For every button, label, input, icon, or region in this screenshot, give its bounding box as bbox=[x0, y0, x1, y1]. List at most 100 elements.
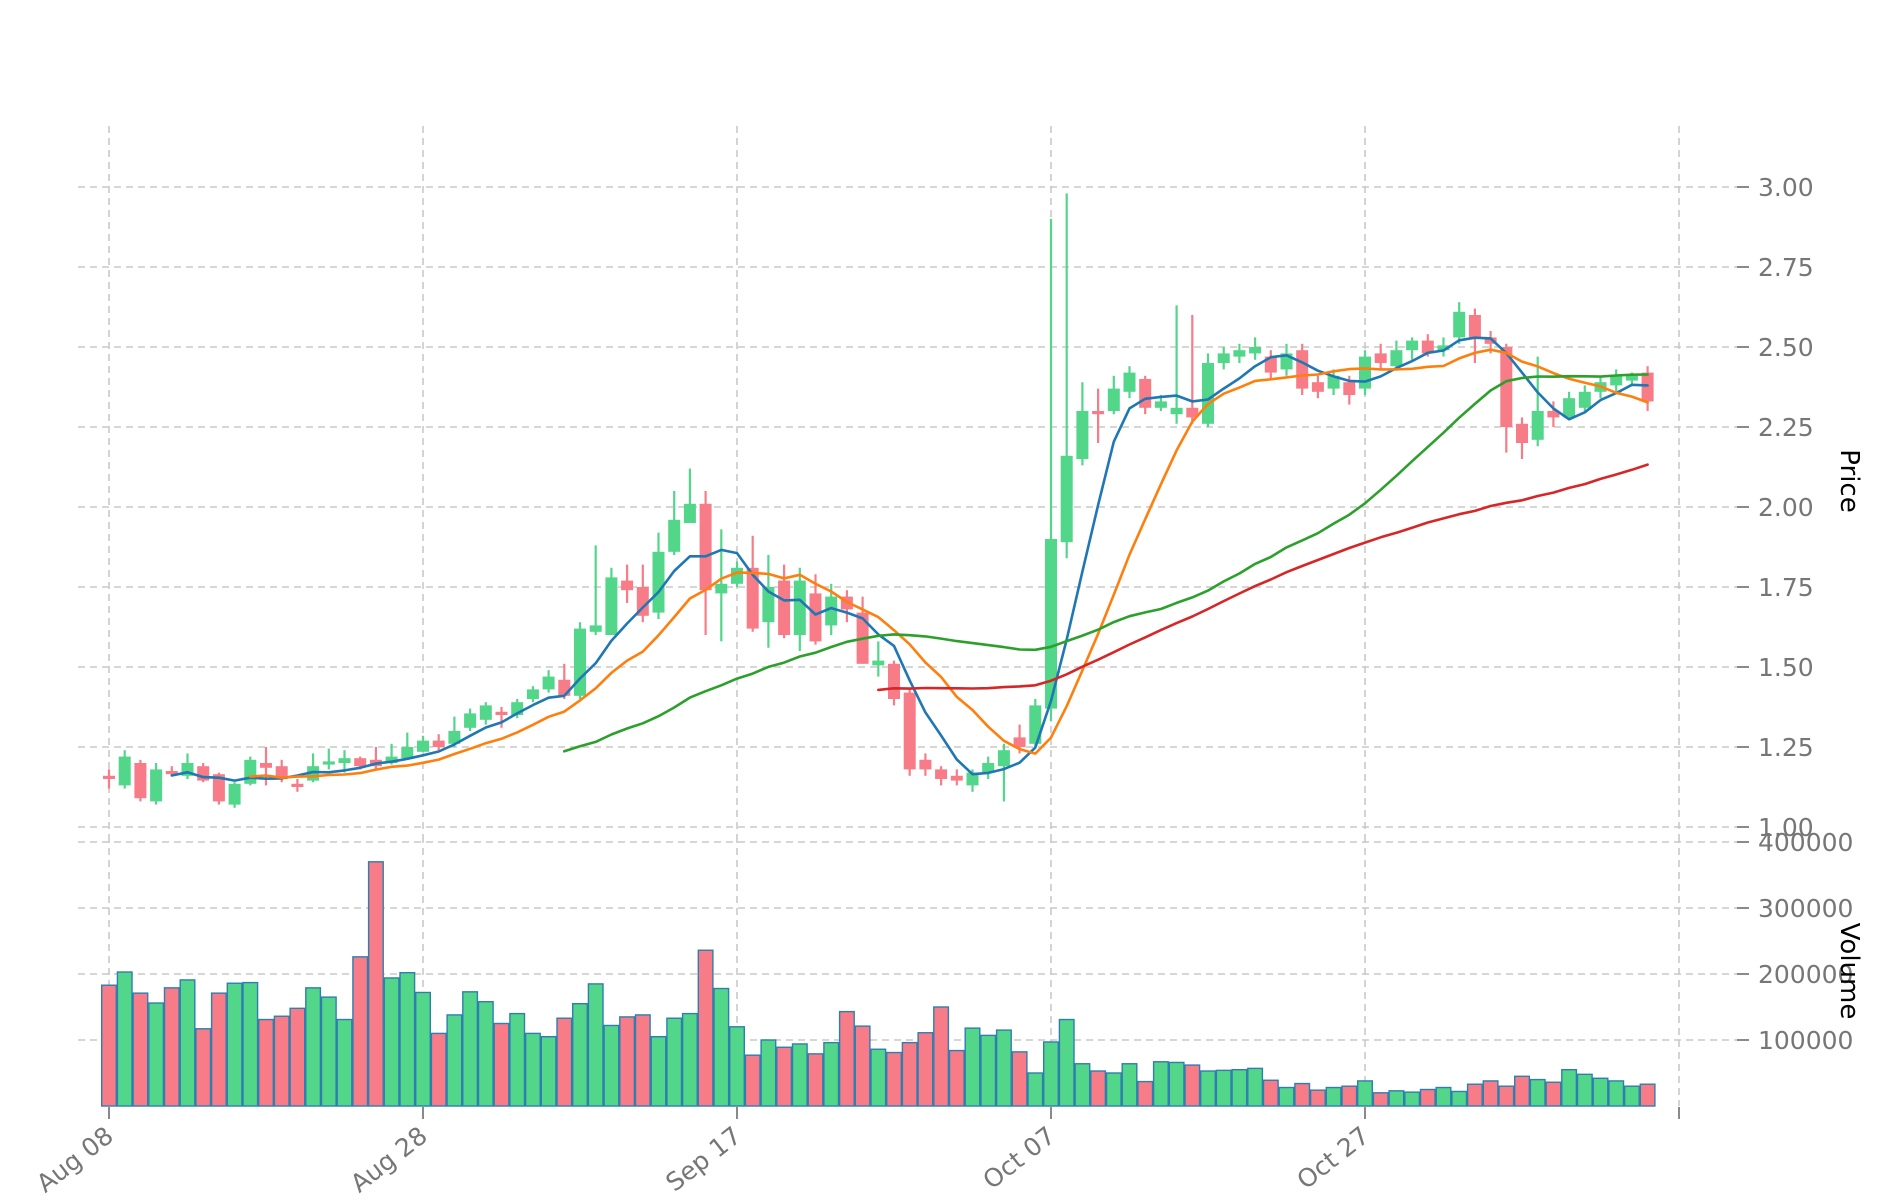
candle-body-up bbox=[605, 577, 618, 635]
candle-body-up bbox=[1563, 398, 1576, 418]
volume-bar bbox=[854, 1025, 871, 1107]
volume-bar bbox=[1466, 1083, 1483, 1107]
volume-bar bbox=[273, 1015, 290, 1107]
volume-bar bbox=[1011, 1051, 1028, 1107]
volume-bar bbox=[1372, 1092, 1389, 1107]
candle-body-down bbox=[165, 771, 178, 775]
candle-body-up bbox=[1390, 350, 1403, 367]
candle-body-down bbox=[621, 580, 634, 591]
volume-bar bbox=[1623, 1085, 1640, 1107]
candle-body-up bbox=[1107, 388, 1120, 411]
price-tick-label: 1.50 bbox=[1758, 653, 1814, 682]
candle-body-down bbox=[1139, 379, 1152, 408]
volume-bar bbox=[964, 1027, 981, 1107]
volume-axis-label: Volume bbox=[1834, 922, 1864, 1020]
volume-bar bbox=[1576, 1073, 1593, 1107]
volume-bar bbox=[383, 977, 400, 1107]
candle-body-up bbox=[731, 567, 743, 584]
volume-bar bbox=[619, 1016, 636, 1107]
volume-bar bbox=[776, 1046, 793, 1107]
volume-bar bbox=[195, 1028, 212, 1107]
volume-bar bbox=[917, 1032, 934, 1107]
volume-bar bbox=[540, 1035, 557, 1107]
candle-body-up bbox=[1359, 356, 1371, 389]
volume-bar bbox=[1074, 1063, 1091, 1107]
candle-body-down bbox=[699, 503, 712, 591]
candle-body-up bbox=[1610, 375, 1623, 386]
volume-bar bbox=[1058, 1018, 1075, 1107]
candle-body-up bbox=[793, 580, 806, 635]
volume-bar bbox=[823, 1041, 840, 1107]
volume-bar bbox=[1121, 1063, 1138, 1107]
volume-bar bbox=[1341, 1085, 1358, 1107]
volume-bar bbox=[729, 1026, 746, 1107]
volume-bar bbox=[713, 987, 730, 1107]
candle-body-up bbox=[228, 783, 241, 805]
ma-line-50 bbox=[876, 463, 1649, 692]
volume-bar bbox=[1419, 1088, 1436, 1107]
volume-bar bbox=[1168, 1061, 1185, 1107]
volume-bar bbox=[1592, 1077, 1609, 1107]
volume-bar bbox=[650, 1035, 667, 1107]
volume-bar bbox=[336, 1018, 353, 1107]
volume-bar bbox=[148, 1002, 165, 1107]
candle-body-down bbox=[1296, 350, 1309, 389]
volume-bar bbox=[1090, 1070, 1107, 1107]
candle-body-down bbox=[1468, 315, 1481, 338]
candle-body-down bbox=[888, 663, 900, 699]
candle-body-up bbox=[417, 740, 429, 752]
candle-body-down bbox=[1484, 337, 1497, 344]
volume-bar bbox=[1309, 1089, 1326, 1107]
volume-bar bbox=[1247, 1067, 1264, 1107]
volume-bar bbox=[1404, 1091, 1421, 1107]
volume-bar bbox=[1294, 1082, 1311, 1107]
candle-body-down bbox=[558, 679, 571, 696]
candle-body-up bbox=[1154, 401, 1167, 408]
candle-body-down bbox=[1092, 411, 1105, 415]
volume-bar bbox=[681, 1012, 698, 1107]
candle-body-down bbox=[935, 769, 948, 779]
volume-bar bbox=[462, 991, 479, 1107]
candle-body-down bbox=[275, 766, 288, 779]
volume-bar bbox=[556, 1017, 573, 1107]
price-tick-label: 1.25 bbox=[1758, 733, 1814, 762]
volume-bar bbox=[587, 983, 604, 1107]
candle-body-down bbox=[432, 740, 445, 747]
volume-bar bbox=[242, 981, 259, 1107]
candle-body-up bbox=[464, 713, 477, 728]
volume-bar bbox=[100, 984, 117, 1107]
price-tick-label: 3.00 bbox=[1758, 173, 1814, 202]
volume-bar bbox=[446, 1014, 463, 1107]
candle-body-up bbox=[244, 759, 257, 784]
gridlines bbox=[78, 126, 1737, 1106]
candle-body-up bbox=[589, 625, 602, 632]
volume-bar bbox=[980, 1034, 997, 1107]
candle-body-up bbox=[1578, 391, 1591, 408]
volume-tick-label: 100000 bbox=[1758, 1026, 1853, 1055]
candle-body-up bbox=[683, 503, 696, 523]
volume-bar bbox=[744, 1054, 761, 1107]
candle-body-up bbox=[1202, 363, 1214, 424]
candle-body-down bbox=[134, 763, 147, 799]
candle-body-down bbox=[354, 758, 367, 767]
candle-body-up bbox=[668, 519, 681, 552]
volume-bar bbox=[399, 971, 416, 1107]
candle-body-down bbox=[1374, 353, 1387, 363]
volume-bar bbox=[1325, 1086, 1342, 1107]
candle-body-up bbox=[401, 747, 414, 759]
candles bbox=[103, 193, 1654, 808]
candle-body-down bbox=[1641, 372, 1654, 402]
volume-bar bbox=[1278, 1086, 1295, 1107]
volume-bars bbox=[100, 861, 1656, 1107]
volume-bar bbox=[1482, 1080, 1499, 1107]
volume-bar bbox=[948, 1049, 965, 1107]
candle-body-up bbox=[1217, 353, 1230, 363]
volume-bar bbox=[509, 1012, 526, 1107]
candle-body-up bbox=[762, 587, 775, 623]
candle-body-down bbox=[103, 775, 115, 779]
volume-bar bbox=[1262, 1079, 1279, 1107]
candle-body-up bbox=[652, 551, 665, 613]
volume-bar bbox=[697, 949, 714, 1107]
candle-body-up bbox=[966, 772, 979, 786]
